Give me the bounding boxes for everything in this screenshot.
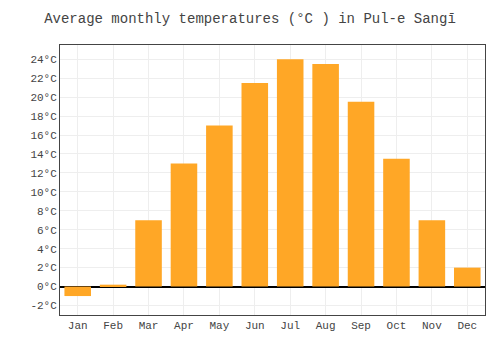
svg-text:Aug: Aug: [316, 320, 336, 332]
svg-text:20°C: 20°C: [30, 92, 57, 104]
svg-text:-2°C: -2°C: [30, 300, 57, 312]
svg-text:6°C: 6°C: [37, 225, 57, 237]
svg-text:Jun: Jun: [245, 320, 265, 332]
svg-text:Dec: Dec: [457, 320, 477, 332]
svg-text:24°C: 24°C: [30, 54, 57, 66]
svg-text:8°C: 8°C: [37, 206, 57, 218]
svg-text:12°C: 12°C: [30, 168, 57, 180]
svg-text:Sep: Sep: [351, 320, 371, 332]
svg-text:16°C: 16°C: [30, 130, 57, 142]
svg-text:14°C: 14°C: [30, 149, 57, 161]
svg-text:22°C: 22°C: [30, 73, 57, 85]
svg-text:Oct: Oct: [387, 320, 407, 332]
svg-text:4°C: 4°C: [37, 244, 57, 256]
svg-text:Average monthly temperatures (: Average monthly temperatures (°C ) in Pu…: [44, 11, 456, 27]
svg-text:Feb: Feb: [103, 320, 123, 332]
svg-text:Apr: Apr: [174, 320, 194, 332]
svg-text:Mar: Mar: [139, 320, 159, 332]
svg-text:May: May: [209, 320, 229, 332]
svg-text:2°C: 2°C: [37, 262, 57, 274]
svg-text:Jul: Jul: [280, 320, 300, 332]
svg-text:Nov: Nov: [422, 320, 442, 332]
svg-text:0°C: 0°C: [37, 281, 57, 293]
svg-text:18°C: 18°C: [30, 111, 57, 123]
svg-text:Jan: Jan: [68, 320, 88, 332]
svg-text:10°C: 10°C: [30, 187, 57, 199]
